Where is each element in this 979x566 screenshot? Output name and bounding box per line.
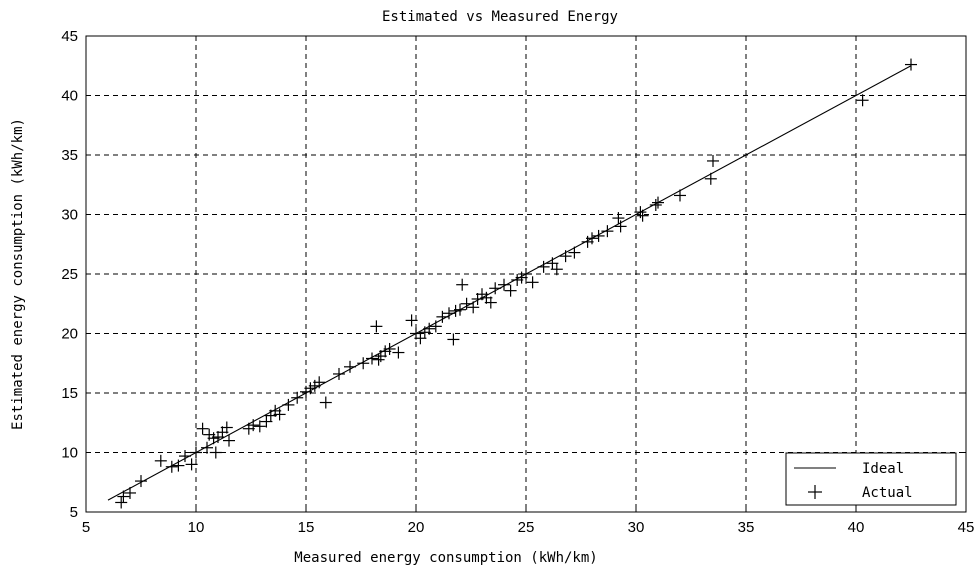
data-point — [172, 459, 185, 472]
data-point — [333, 367, 345, 380]
data-point — [707, 154, 719, 167]
y-tick-label: 30 — [61, 207, 78, 224]
data-point — [652, 196, 664, 209]
x-tick-label: 35 — [738, 519, 755, 536]
data-point — [443, 307, 455, 320]
legend-actual-swatch — [808, 485, 822, 499]
y-tick-label: 15 — [61, 385, 78, 402]
y-tick-label: 45 — [61, 28, 78, 45]
series — [107, 58, 917, 509]
data-point — [291, 391, 304, 404]
data-point — [357, 357, 370, 370]
data-point — [319, 396, 332, 409]
data-point — [179, 450, 191, 463]
x-tick-label: 5 — [82, 519, 90, 536]
data-point — [247, 419, 260, 432]
data-point — [467, 301, 480, 314]
y-axis-label: Estimated energy consumption (kWh/km) — [10, 118, 26, 430]
x-tick-label: 10 — [188, 519, 205, 536]
data-point — [586, 232, 598, 245]
data-point — [559, 250, 572, 263]
data-point — [614, 220, 627, 233]
data-point — [154, 454, 167, 467]
data-point — [165, 460, 178, 473]
legend-ideal-label: Ideal — [862, 461, 904, 477]
data-point — [405, 314, 418, 327]
data-point — [344, 360, 356, 373]
legend-box — [785, 452, 957, 506]
x-tick-label: 30 — [628, 519, 645, 536]
x-axis-label: Measured energy consumption (kWh/km) — [294, 550, 597, 566]
data-point — [366, 352, 378, 365]
data-point — [568, 246, 581, 259]
data-point — [454, 303, 466, 316]
data-point — [436, 310, 449, 323]
data-point — [704, 172, 717, 185]
data-point — [115, 496, 128, 509]
data-point — [313, 376, 326, 389]
y-tick-label: 25 — [61, 266, 78, 283]
y-tick-label: 5 — [70, 504, 78, 521]
data-point — [489, 282, 502, 295]
data-point — [674, 189, 686, 202]
chart-title: Estimated vs Measured Energy — [382, 9, 618, 25]
data-point — [636, 209, 649, 222]
x-tick-label: 40 — [848, 519, 865, 536]
data-point — [117, 490, 130, 503]
data-point — [429, 320, 442, 333]
data-point — [601, 225, 614, 238]
y-tick-label: 10 — [61, 445, 78, 462]
data-point — [370, 320, 383, 333]
ideal-line — [107, 65, 912, 501]
data-point — [253, 420, 266, 433]
data-point — [273, 408, 286, 421]
data-point — [185, 458, 198, 471]
data-point — [223, 434, 235, 447]
legend-actual-label: Actual — [862, 485, 913, 501]
plot-frame — [85, 35, 967, 513]
data-point — [537, 260, 550, 273]
y-tick-label: 35 — [61, 147, 78, 164]
tick-labels: 5 10 15 20 25 30 35 40 45 5 10 15 20 25 30 35 40 45 — [61, 28, 974, 536]
data-point — [592, 229, 605, 242]
data-point — [550, 263, 563, 276]
data-point — [392, 346, 405, 359]
data-point — [526, 276, 539, 289]
data-point — [383, 342, 396, 355]
data-point — [447, 333, 460, 346]
data-point — [190, 446, 202, 459]
x-tick-label: 20 — [408, 519, 425, 536]
data-point — [460, 297, 473, 310]
data-point — [498, 278, 510, 291]
data-point — [649, 198, 662, 211]
data-point — [612, 212, 625, 225]
data-point — [856, 94, 869, 107]
data-point — [220, 421, 233, 434]
x-tick-label: 15 — [298, 519, 315, 536]
data-point — [484, 296, 497, 309]
legend: Ideal Actual — [785, 452, 957, 506]
data-point — [905, 58, 917, 71]
data-point — [209, 446, 222, 459]
data-point — [520, 268, 532, 280]
data-point — [456, 278, 469, 291]
data-point — [282, 398, 295, 411]
data-point — [423, 322, 436, 335]
data-point — [196, 422, 209, 435]
data-point — [124, 486, 136, 499]
x-tick-label: 45 — [958, 519, 975, 536]
data-point — [201, 441, 213, 454]
data-point — [135, 475, 147, 488]
y-tick-label: 20 — [61, 326, 78, 343]
y-tick-label: 40 — [61, 88, 78, 105]
x-tick-label: 25 — [518, 519, 535, 536]
data-point — [504, 284, 517, 297]
